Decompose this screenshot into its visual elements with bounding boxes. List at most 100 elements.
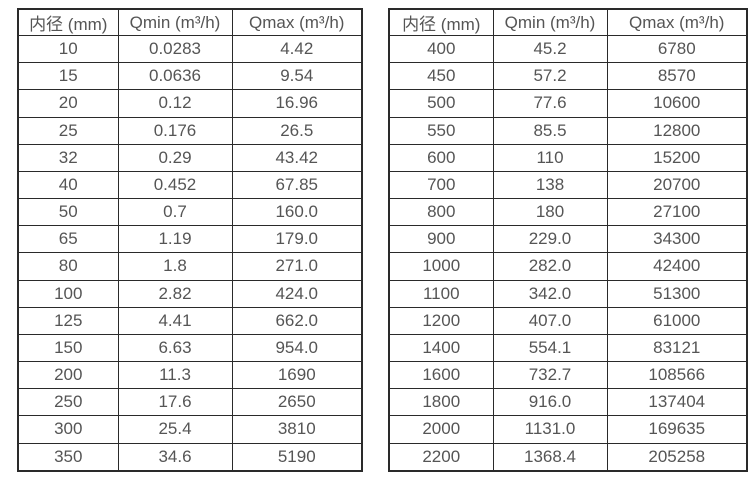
header-row: 内径 (mm) Qmin (m³/h) Qmax (m³/h): [388, 8, 748, 36]
table-row: 2000 1131.0 169635: [388, 415, 748, 444]
table-cell: 10: [17, 34, 119, 64]
table-row: 450 57.2 8570: [388, 62, 748, 91]
table-cell: 1400: [388, 333, 494, 363]
table-cell: 42400: [606, 252, 748, 281]
table-cell: 2650: [231, 388, 363, 417]
table-row: 600 110 15200: [388, 143, 748, 172]
table-cell: 26.5: [231, 116, 363, 145]
flow-spec-table-large-diameters: 内径 (mm) Qmin (m³/h) Qmax (m³/h) 400 45.2 6780…: [388, 8, 748, 472]
table-cell: 15: [17, 62, 119, 91]
table-cell: 25.4: [117, 415, 233, 444]
table-cell: 2.82: [117, 279, 233, 308]
table-cell: 17.6: [117, 388, 233, 417]
table-row: 900 229.0 34300: [388, 225, 748, 254]
table-row: 40 0.452 67.85: [17, 170, 363, 200]
table-cell: 11.3: [117, 361, 233, 390]
table-cell: 110: [492, 143, 608, 172]
table-cell: 77.6: [492, 89, 608, 118]
table-cell: 229.0: [492, 225, 608, 254]
table-cell: 1600: [388, 361, 494, 390]
table-cell: 250: [17, 388, 119, 417]
table-cell: 424.0: [231, 279, 363, 308]
table-cell: 150: [17, 333, 119, 363]
table-cell: 27100: [606, 198, 748, 227]
table-cell: 342.0: [492, 279, 608, 308]
table-row: 10 0.0283 4.42: [17, 34, 363, 64]
table-row: 500 77.6 10600: [388, 89, 748, 118]
table-row: 150 6.63 954.0: [17, 333, 363, 363]
table-cell: 9.54: [231, 62, 363, 91]
table-cell: 350: [17, 442, 119, 472]
header-row: 内径 (mm) Qmin (m³/h) Qmax (m³/h): [17, 8, 363, 36]
table-cell: 16.96: [231, 89, 363, 118]
table-cell: 85.5: [492, 116, 608, 145]
column-header: Qmin (m³/h): [117, 8, 233, 36]
table-cell: 1.8: [117, 252, 233, 281]
table-cell: 300: [17, 415, 119, 444]
table-cell: 25: [17, 116, 119, 145]
table-cell: 2200: [388, 442, 494, 472]
table-cell: 732.7: [492, 361, 608, 390]
table-row: 25 0.176 26.5: [17, 116, 363, 145]
table-cell: 700: [388, 170, 494, 200]
column-header: 内径 (mm): [388, 8, 494, 36]
table-cell: 61000: [606, 306, 748, 335]
table-row: 65 1.19 179.0: [17, 225, 363, 254]
table-cell: 6780: [606, 34, 748, 64]
table-cell: 0.0283: [117, 34, 233, 64]
table-row: 250 17.6 2650: [17, 388, 363, 417]
table-cell: 282.0: [492, 252, 608, 281]
table-cell: 10600: [606, 89, 748, 118]
table-cell: 600: [388, 143, 494, 172]
table-row: 1200 407.0 61000: [388, 306, 748, 335]
column-header: Qmax (m³/h): [231, 8, 363, 36]
table-cell: 3810: [231, 415, 363, 444]
table-cell: 550: [388, 116, 494, 145]
table-cell: 100: [17, 279, 119, 308]
table-row: 1000 282.0 42400: [388, 252, 748, 281]
table-cell: 125: [17, 306, 119, 335]
table-cell: 662.0: [231, 306, 363, 335]
table-cell: 0.7: [117, 198, 233, 227]
table-cell: 20700: [606, 170, 748, 200]
table-cell: 80: [17, 252, 119, 281]
table-row: 1600 732.7 108566: [388, 361, 748, 390]
table-cell: 4.41: [117, 306, 233, 335]
table-cell: 180: [492, 198, 608, 227]
table-cell: 67.85: [231, 170, 363, 200]
column-header: Qmin (m³/h): [492, 8, 608, 36]
table-cell: 43.42: [231, 143, 363, 172]
table-cell: 137404: [606, 388, 748, 417]
table-cell: 1131.0: [492, 415, 608, 444]
table-cell: 83121: [606, 333, 748, 363]
table-cell: 50: [17, 198, 119, 227]
table-cell: 205258: [606, 442, 748, 472]
table-cell: 6.63: [117, 333, 233, 363]
table-row: 125 4.41 662.0: [17, 306, 363, 335]
table-row: 300 25.4 3810: [17, 415, 363, 444]
table-cell: 200: [17, 361, 119, 390]
table-cell: 8570: [606, 62, 748, 91]
table-cell: 1.19: [117, 225, 233, 254]
table-cell: 5190: [231, 442, 363, 472]
table-row: 80 1.8 271.0: [17, 252, 363, 281]
table-row: 350 34.6 5190: [17, 442, 363, 472]
table-cell: 108566: [606, 361, 748, 390]
table-row: 700 138 20700: [388, 170, 748, 200]
table-cell: 1690: [231, 361, 363, 390]
table-cell: 40: [17, 170, 119, 200]
table-row: 550 85.5 12800: [388, 116, 748, 145]
column-header: Qmax (m³/h): [606, 8, 748, 36]
table-cell: 407.0: [492, 306, 608, 335]
table-cell: 2000: [388, 415, 494, 444]
table-cell: 32: [17, 143, 119, 172]
table-cell: 271.0: [231, 252, 363, 281]
table-cell: 450: [388, 62, 494, 91]
table-cell: 400: [388, 34, 494, 64]
table-cell: 15200: [606, 143, 748, 172]
table-cell: 0.29: [117, 143, 233, 172]
column-header: 内径 (mm): [17, 8, 119, 36]
table-cell: 34300: [606, 225, 748, 254]
table-row: 1400 554.1 83121: [388, 333, 748, 363]
